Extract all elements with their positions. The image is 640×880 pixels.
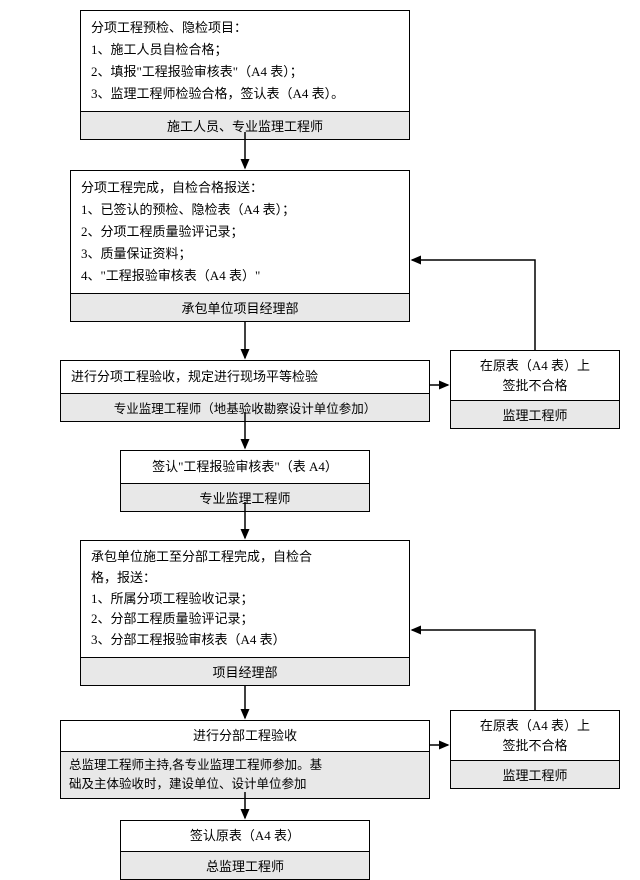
text-line: 3、分部工程报验审核表（A4 表） [91,630,399,651]
footer-line: 总监理工程师主持,各专业监理工程师参加。基 [69,756,421,775]
node-n1: 分项工程预检、隐检项目： 1、施工人员自检合格； 2、填报"工程报验审核表"（A… [80,10,410,140]
node-n7: 进行分部工程验收 总监理工程师主持,各专业监理工程师参加。基 础及主体验收时，建… [60,720,430,799]
node-body: 在原表（A4 表）上 签批不合格 [451,711,619,760]
node-body: 分项工程完成，自检合格报送： 1、已签认的预检、隐检表（A4 表）； 2、分项工… [71,171,409,293]
node-footer: 总监理工程师 [121,851,369,879]
node-body: 承包单位施工至分部工程完成，自检合 格，报送： 1、所属分项工程验收记录； 2、… [81,541,409,657]
text-line: 1、所属分项工程验收记录； [91,589,399,610]
text-line: 进行分部工程验收 [67,725,423,747]
footer-line: 础及主体验收时，建设单位、设计单位参加 [69,775,421,794]
node-body: 进行分部工程验收 [61,721,429,751]
node-footer: 承包单位项目经理部 [71,293,409,321]
node-footer: 项目经理部 [81,657,409,685]
text-line: 格，报送： [91,568,399,589]
text-line: 3、质量保证资料； [81,243,399,265]
node-footer: 监理工程师 [451,400,619,428]
node-n5: 签认"工程报验审核表"（表 A4） 专业监理工程师 [120,450,370,512]
node-body: 签认"工程报验审核表"（表 A4） [121,451,369,483]
node-n3: 进行分项工程验收，规定进行现场平等检验 专业监理工程师（地基验收勘察设计单位参加… [60,360,430,422]
node-body: 分项工程预检、隐检项目： 1、施工人员自检合格； 2、填报"工程报验审核表"（A… [81,11,409,111]
node-footer: 监理工程师 [451,760,619,788]
node-n6: 承包单位施工至分部工程完成，自检合 格，报送： 1、所属分项工程验收记录； 2、… [80,540,410,686]
text-line: 分项工程预检、隐检项目： [91,17,399,39]
node-footer: 施工人员、专业监理工程师 [81,111,409,139]
text-line: 1、已签认的预检、隐检表（A4 表）； [81,199,399,221]
text-line: 2、分项工程质量验评记录； [81,221,399,243]
text-line: 签认原表（A4 表） [127,825,363,847]
text-line: 承包单位施工至分部工程完成，自检合 [91,547,399,568]
text-line: 2、填报"工程报验审核表"（A4 表）； [91,61,399,83]
text-line: 2、分部工程质量验评记录； [91,609,399,630]
node-footer: 总监理工程师主持,各专业监理工程师参加。基 础及主体验收时，建设单位、设计单位参… [61,751,429,798]
node-n2: 分项工程完成，自检合格报送： 1、已签认的预检、隐检表（A4 表）； 2、分项工… [70,170,410,322]
text-line: 进行分项工程验收，规定进行现场平等检验 [71,366,419,388]
text-line: 3、监理工程师检验合格，签认表（A4 表）。 [91,83,399,105]
node-footer: 专业监理工程师 [121,483,369,511]
node-n9: 签认原表（A4 表） 总监理工程师 [120,820,370,880]
text-line: 在原表（A4 表）上 [457,356,613,376]
node-n8: 在原表（A4 表）上 签批不合格 监理工程师 [450,710,620,789]
text-line: 1、施工人员自检合格； [91,39,399,61]
text-line: 在原表（A4 表）上 [457,716,613,736]
text-line: 签批不合格 [457,376,613,396]
node-body: 在原表（A4 表）上 签批不合格 [451,351,619,400]
node-body: 进行分项工程验收，规定进行现场平等检验 [61,361,429,393]
text-line: 分项工程完成，自检合格报送： [81,177,399,199]
node-footer: 专业监理工程师（地基验收勘察设计单位参加） [61,393,429,421]
text-line: 签认"工程报验审核表"（表 A4） [127,456,363,478]
text-line: 签批不合格 [457,736,613,756]
node-body: 签认原表（A4 表） [121,821,369,851]
node-n4: 在原表（A4 表）上 签批不合格 监理工程师 [450,350,620,429]
text-line: 4、"工程报验审核表（A4 表）" [81,265,399,287]
